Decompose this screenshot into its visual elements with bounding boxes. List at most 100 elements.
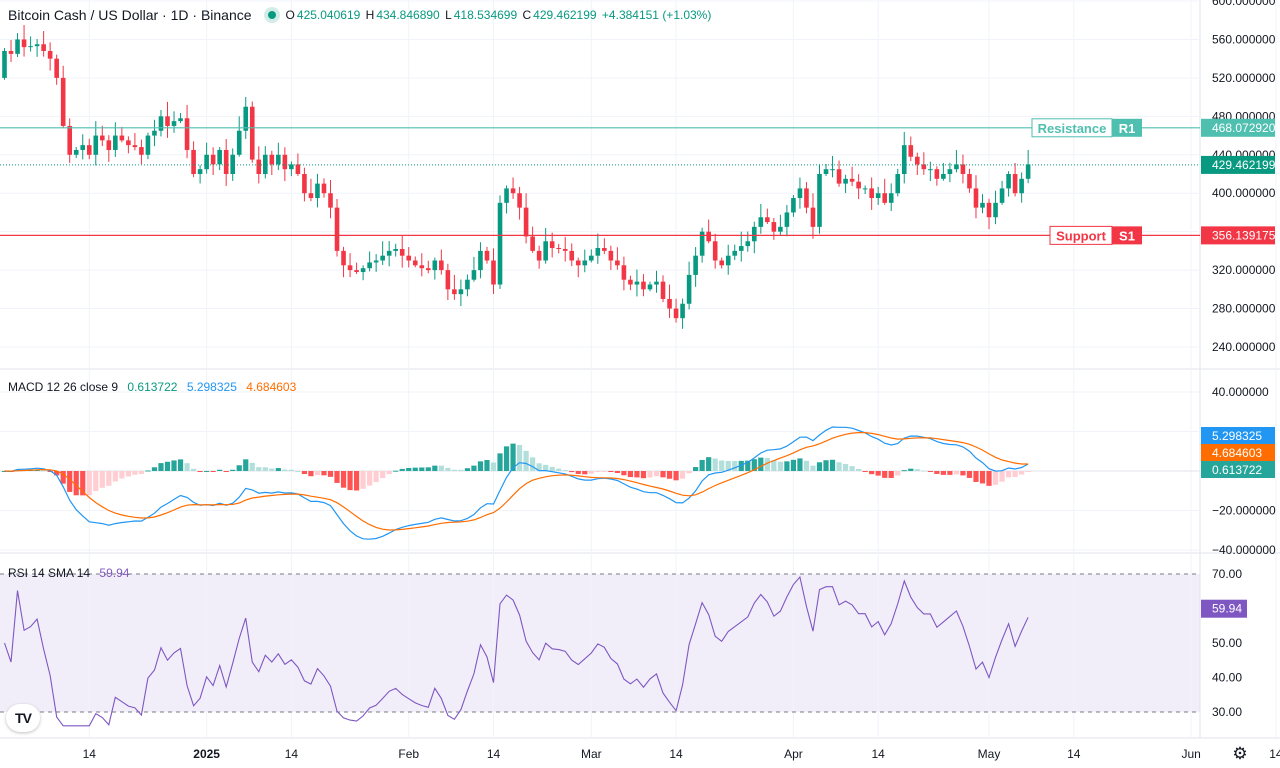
rsi-readout: 59.94	[99, 566, 130, 580]
macd-histogram-bar	[869, 471, 875, 475]
macd-histogram-bar	[810, 465, 816, 471]
macd-histogram-bar	[86, 471, 92, 496]
macd-histogram-bar	[901, 470, 907, 472]
candle-body	[132, 145, 138, 148]
candle-body	[67, 125, 72, 155]
macd-histogram-bar	[966, 471, 973, 478]
rsi-pane-background	[0, 556, 1200, 738]
macd-histogram-bar	[706, 457, 712, 471]
macd-value-badge	[1201, 461, 1275, 478]
rsi-axis-tick-label: 30.00	[1212, 705, 1242, 719]
macd-histogram-bar	[249, 462, 255, 471]
candle-body	[204, 154, 209, 170]
macd-histogram-bar	[282, 469, 288, 471]
macd-histogram-bar	[653, 471, 660, 477]
macd-histogram-bar	[171, 460, 177, 471]
candle-body	[810, 207, 816, 227]
macd-histogram-bar	[862, 471, 868, 472]
macd-histogram-bar	[458, 469, 464, 471]
candle-body	[106, 140, 112, 150]
candles-group	[2, 25, 1031, 329]
macd-histogram-bar	[797, 458, 803, 471]
candle-body	[725, 255, 731, 266]
macd-histogram-bar	[914, 469, 920, 471]
candle-body	[100, 135, 105, 141]
macd-histogram-bar	[138, 471, 145, 475]
close-label: C	[522, 8, 532, 22]
candle-body	[830, 169, 835, 171]
gear-icon[interactable]: ⚙	[1232, 744, 1248, 763]
macd-histogram-bar	[353, 471, 360, 491]
candle-body	[510, 188, 516, 194]
candle-body	[197, 169, 203, 174]
macd-histogram-bar	[230, 469, 236, 471]
time-axis-tick-label: 14	[487, 747, 501, 761]
candle-body	[34, 44, 40, 47]
macd-histogram-bar	[190, 468, 197, 471]
macd-histogram-bar	[627, 471, 634, 478]
candle-body	[217, 149, 222, 165]
macd-histogram-bar	[732, 461, 738, 471]
candle-body	[791, 198, 796, 213]
candle-body	[967, 174, 972, 189]
candle-body	[686, 274, 692, 304]
time-axis-tick-label: Jun	[1181, 747, 1200, 761]
macd-histogram-bar	[419, 467, 425, 471]
candle-body	[80, 145, 86, 150]
open-label: O	[285, 8, 295, 22]
candle-body	[615, 260, 620, 266]
macd-histogram-bar	[41, 470, 47, 472]
macd-histogram-bar	[1025, 471, 1031, 472]
macd-signal-readout: 4.684603	[246, 380, 297, 394]
candle-body	[778, 226, 783, 232]
candle-body	[784, 212, 790, 227]
tradingview-logo-icon[interactable]: TV	[6, 704, 40, 732]
high-label: H	[365, 8, 375, 22]
candle-body	[856, 181, 861, 189]
time-axis-tick-label: 2025	[193, 747, 220, 761]
rsi-legend[interactable]: RSI 14 SMA 14 59.94	[8, 566, 129, 580]
macd-histogram-bar	[764, 457, 770, 471]
macd-value-badge	[1201, 444, 1275, 461]
macd-histogram-bar	[490, 462, 497, 471]
candle-body	[999, 188, 1005, 203]
candle-body	[934, 169, 940, 179]
candle-body	[595, 248, 601, 256]
candle-body	[719, 260, 724, 266]
symbol-title[interactable]: Bitcoin Cash / US Dollar · 1D · Binance	[8, 7, 252, 23]
macd-axis-tick-label: −40.000000	[1212, 543, 1276, 557]
candle-body	[256, 159, 262, 174]
macd-histogram-bar	[647, 471, 653, 478]
macd-histogram-bar	[54, 471, 60, 476]
candle-body	[556, 248, 561, 250]
close-value: 429.462199	[533, 8, 597, 22]
level-tag: R1	[1119, 121, 1136, 136]
macd-name: MACD 12 26 close 9	[8, 380, 119, 394]
macd-histogram-bar	[503, 446, 510, 471]
macd-histogram-bar	[895, 471, 901, 476]
candle-body	[621, 265, 627, 280]
macd-histogram-bar	[360, 471, 366, 489]
candle-body	[973, 188, 979, 208]
price-axis-tick-label: 320.000000	[1212, 263, 1276, 277]
rsi-axis-tick-label: 40.00	[1212, 671, 1242, 685]
candle-body	[210, 154, 216, 165]
rsi-value-label: 59.94	[1212, 602, 1242, 616]
macd-histogram-bar	[1019, 471, 1025, 475]
rsi-group: 59.94	[3, 575, 1247, 727]
macd-legend[interactable]: MACD 12 26 close 9 0.613722 5.298325 4.6…	[8, 380, 296, 394]
candle-body	[334, 207, 340, 251]
candle-body	[888, 193, 894, 203]
candle-body	[875, 193, 881, 199]
macd-histogram-bar	[177, 459, 184, 471]
price-axis-tick-label: 400.000000	[1212, 186, 1276, 200]
macd-histogram-bar	[686, 471, 692, 474]
macd-histogram-bar	[367, 471, 373, 486]
candle-body	[589, 255, 594, 261]
macd-histogram-bar	[562, 469, 568, 471]
candle-body	[373, 260, 379, 263]
candle-body	[171, 121, 177, 126]
macd-histogram-bar	[73, 471, 79, 496]
macd-histogram-bar	[93, 471, 99, 492]
